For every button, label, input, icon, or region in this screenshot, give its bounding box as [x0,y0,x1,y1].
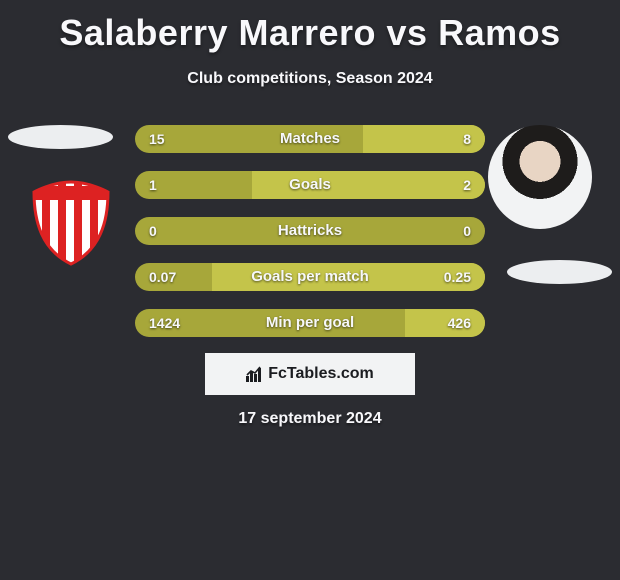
player-right-shadow [507,260,612,284]
source-logo-text: FcTables.com [268,365,374,383]
player-right-avatar [488,125,592,229]
player-left-emblem [28,180,114,266]
stat-row: 0.070.25Goals per match [135,263,485,291]
stat-label: Goals per match [135,263,485,291]
stat-label: Min per goal [135,309,485,337]
player-left-shadow [8,125,113,149]
stat-row: 00Hattricks [135,217,485,245]
barchart-icon [246,366,264,382]
stat-row: 158Matches [135,125,485,153]
subtitle: Club competitions, Season 2024 [0,70,620,88]
page-title: Salaberry Marrero vs Ramos [0,0,620,54]
source-logo: FcTables.com [204,352,416,396]
stat-row: 12Goals [135,171,485,199]
stat-label: Goals [135,171,485,199]
stat-label: Hattricks [135,217,485,245]
stat-label: Matches [135,125,485,153]
stat-row: 1424426Min per goal [135,309,485,337]
date-line: 17 september 2024 [0,410,620,428]
comparison-bars: 158Matches 12Goals 00Hattricks 0.070.25Goal… [135,125,485,355]
